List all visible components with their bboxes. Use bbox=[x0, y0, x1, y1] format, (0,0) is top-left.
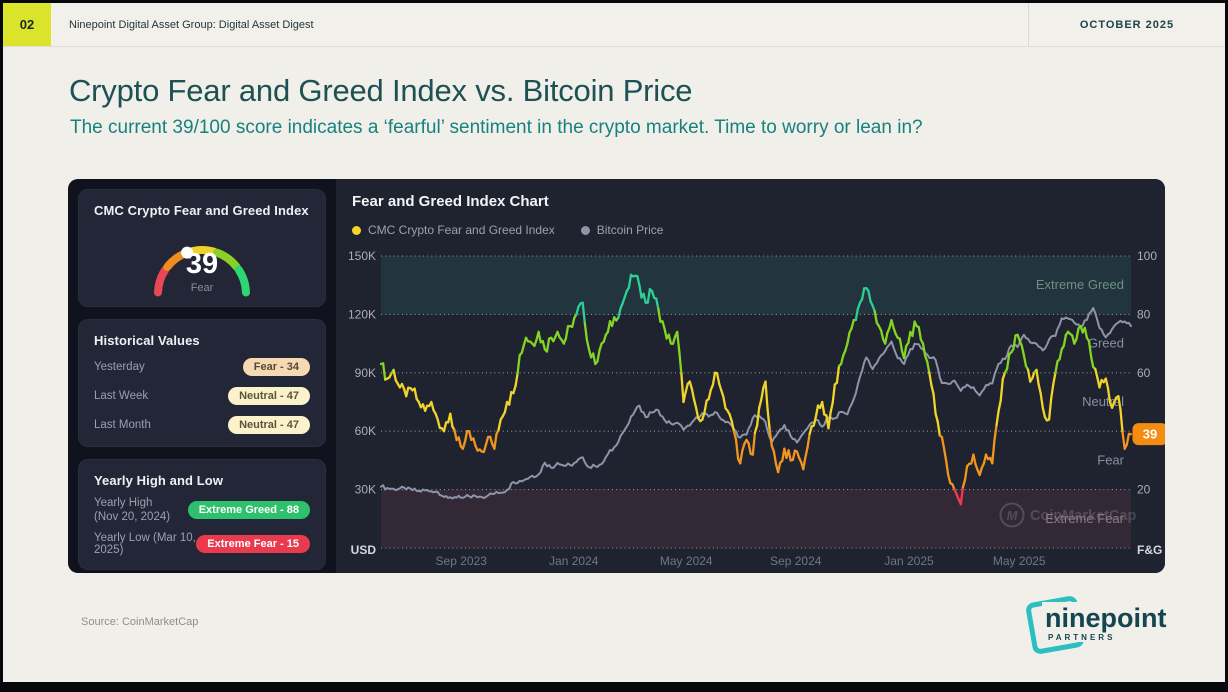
current-value-badge bbox=[1132, 423, 1165, 446]
historical-values-card: Historical Values Yesterday Fear - 34 La… bbox=[78, 319, 326, 447]
yearly-row-label: Yearly Low (Mar 10, 2025) bbox=[94, 532, 196, 556]
issue-date: OCTOBER 2025 bbox=[1079, 18, 1175, 31]
legend-dot-icon bbox=[352, 225, 361, 235]
yearly-row: Yearly High (Nov 20, 2024) Extreme Greed … bbox=[94, 497, 310, 523]
legend-item-fg: CMC Crypto Fear and Greed Index bbox=[352, 223, 555, 237]
gauge-arc bbox=[154, 246, 250, 297]
right-axis-title: F&G bbox=[1137, 543, 1162, 557]
ninepoint-wordmark: ninepoint PARTNERS bbox=[1042, 602, 1170, 642]
header-divider bbox=[1028, 3, 1029, 46]
left-axis-tick: 150K bbox=[348, 249, 376, 263]
legend-label: Bitcoin Price bbox=[596, 223, 664, 237]
gauge-segment bbox=[234, 265, 250, 297]
status-badge: Extreme Greed - 88 bbox=[187, 501, 310, 519]
historical-row-label: Last Week bbox=[94, 390, 149, 402]
zone-label: Fear bbox=[1097, 452, 1124, 467]
yearly-row-label: Yearly High (Nov 20, 2024) bbox=[94, 497, 171, 523]
right-axis-tick: 60 bbox=[1137, 366, 1151, 380]
gauge-value: 39 bbox=[185, 248, 219, 280]
sidebar: CMC Crypto Fear and Greed Index 39 Fear … bbox=[68, 179, 336, 573]
fear-greed-line bbox=[379, 273, 1133, 506]
svg-text:CoinMarketCap: CoinMarketCap bbox=[1030, 508, 1136, 524]
x-axis-tick: Sep 2023 bbox=[436, 554, 488, 568]
status-badge: Fear - 34 bbox=[242, 358, 310, 376]
dashboard-panel: CMC Crypto Fear and Greed Index 39 Fear … bbox=[68, 179, 1165, 573]
top-header: 02 Ninepoint Digital Asset Group: Digita… bbox=[3, 3, 1225, 47]
header-spacer bbox=[314, 3, 1028, 46]
right-axis-tick: 100 bbox=[1137, 249, 1157, 263]
zone-label: Extreme Fear bbox=[1045, 511, 1124, 526]
chart-legend: CMC Crypto Fear and Greed Index Bitcoin … bbox=[352, 223, 663, 237]
svg-text:M: M bbox=[1007, 508, 1019, 523]
historical-row-label: Last Month bbox=[94, 419, 151, 431]
btc-price-line bbox=[380, 307, 1132, 500]
x-axis-tick: May 2024 bbox=[660, 554, 713, 568]
source-note: Source: CoinMarketCap bbox=[81, 616, 199, 628]
status-badge: Extreme Fear - 15 bbox=[196, 535, 310, 553]
chart-title: Fear and Greed Index Chart bbox=[352, 193, 549, 210]
gauge-label: Fear bbox=[190, 282, 214, 294]
x-axis-tick: May 2025 bbox=[993, 554, 1046, 568]
page-number: 02 bbox=[3, 3, 51, 46]
legend-dot-icon bbox=[580, 225, 590, 235]
status-badge: Neutral - 47 bbox=[228, 416, 310, 434]
page-subtitle: The current 39/100 score indicates a ‘fe… bbox=[70, 117, 923, 138]
yearly-card-title: Yearly High and Low bbox=[94, 473, 224, 488]
x-axis-tick: Jan 2025 bbox=[884, 554, 934, 568]
zone-band bbox=[381, 489, 1131, 548]
x-axis-tick: Sep 2024 bbox=[770, 554, 822, 568]
zone-band bbox=[381, 256, 1131, 315]
left-axis-tick: 90K bbox=[355, 366, 376, 380]
historical-row-label: Yesterday bbox=[94, 361, 145, 373]
status-badge: Neutral - 47 bbox=[228, 387, 310, 405]
right-axis-tick: 20 bbox=[1137, 483, 1151, 497]
gauge-card: CMC Crypto Fear and Greed Index 39 Fear bbox=[78, 189, 326, 307]
fear-greed-gauge: 39 Fear bbox=[132, 220, 272, 313]
svg-text:39: 39 bbox=[1143, 427, 1157, 442]
zone-label: Extreme Greed bbox=[1036, 277, 1124, 292]
left-axis-tick: 30K bbox=[355, 483, 376, 497]
yearly-high-low-card: Yearly High and Low Yearly High (Nov 20, … bbox=[78, 459, 326, 570]
left-axis-tick: 120K bbox=[348, 307, 376, 321]
legend-label: CMC Crypto Fear and Greed Index bbox=[368, 223, 555, 237]
chart-area: Fear and Greed Index Chart CMC Crypto Fe… bbox=[336, 179, 1165, 573]
left-axis-tick: 60K bbox=[355, 424, 376, 438]
right-axis-tick: 80 bbox=[1137, 307, 1151, 321]
gauge-pointer bbox=[181, 246, 194, 259]
ninepoint-logo: ninepoint PARTNERS bbox=[1024, 594, 1170, 656]
zone-label: Greed bbox=[1088, 336, 1124, 351]
historical-row: Yesterday Fear - 34 bbox=[94, 357, 310, 377]
coinmarketcap-watermark: M CoinMarketCap bbox=[999, 502, 1136, 528]
document-title: Ninepoint Digital Asset Group: Digital A… bbox=[69, 18, 314, 31]
page-title: Crypto Fear and Greed Index vs. Bitcoin … bbox=[69, 73, 693, 108]
historical-row: Last Month Neutral - 47 bbox=[94, 415, 310, 435]
historical-card-title: Historical Values bbox=[94, 333, 200, 348]
legend-item-btc: Bitcoin Price bbox=[580, 223, 664, 237]
left-axis-title: USD bbox=[351, 543, 377, 557]
gauge-card-title: CMC Crypto Fear and Greed Index bbox=[94, 203, 309, 218]
x-axis-tick: Jan 2024 bbox=[549, 554, 599, 568]
historical-row: Last Week Neutral - 47 bbox=[94, 386, 310, 406]
yearly-row: Yearly Low (Mar 10, 2025) Extreme Fear -… bbox=[94, 532, 310, 556]
